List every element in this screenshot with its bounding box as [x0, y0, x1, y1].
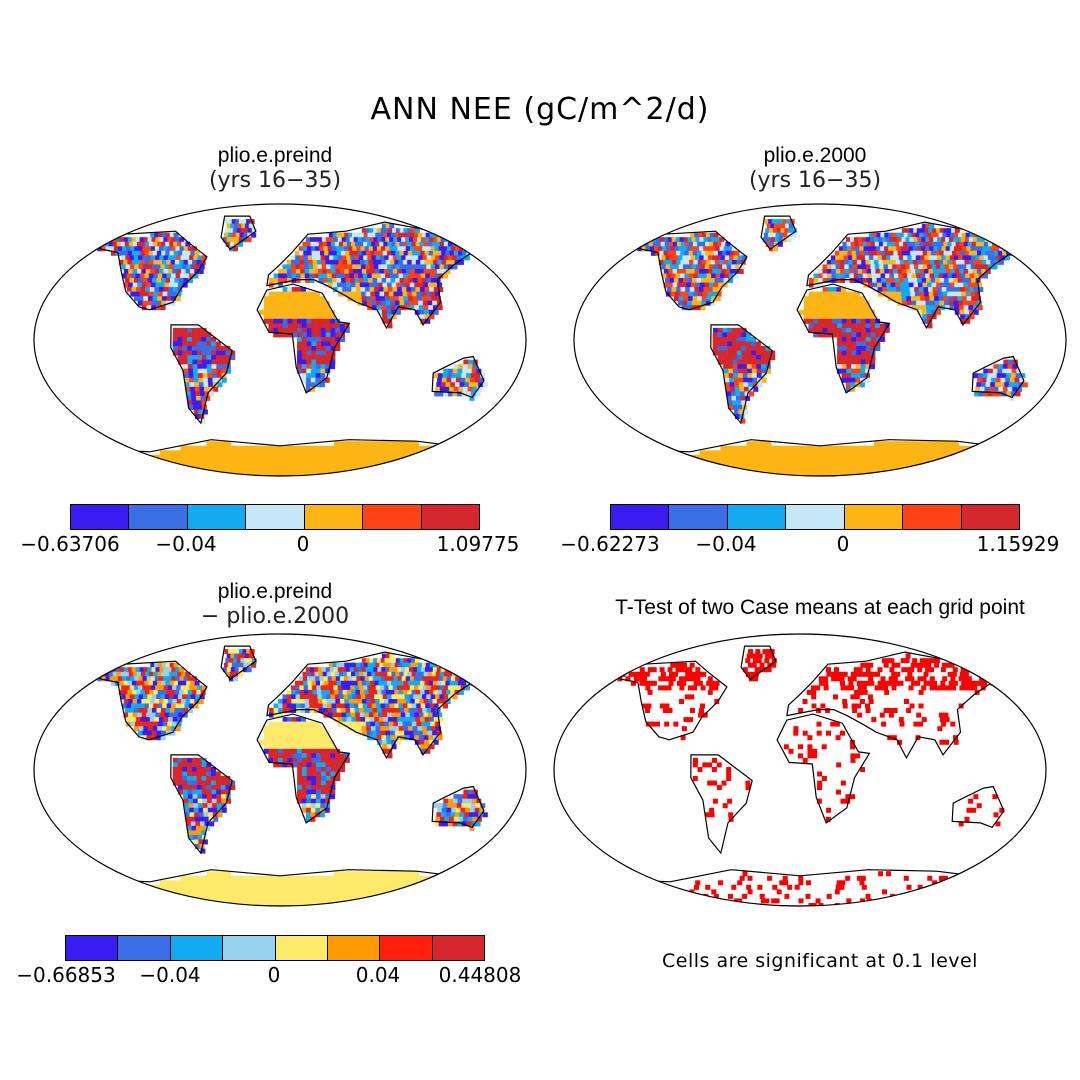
- panel-subtitle: (yrs 16−35): [208, 168, 342, 193]
- coastline-eurasia: [806, 221, 1023, 330]
- panel-subtitle: (yrs 16−35): [748, 168, 882, 193]
- coastline-greenland: [220, 215, 257, 251]
- colorbar-swatch: [327, 936, 381, 960]
- colorbar-label: 0: [267, 963, 281, 987]
- colorbar-swatch: [66, 936, 119, 960]
- colorbar-label: 0.04: [355, 963, 401, 987]
- coastline-antarctica: [80, 869, 480, 906]
- coastline-south-america: [170, 324, 233, 425]
- colorbar-swatch: [961, 505, 1019, 529]
- coastline-africa: [796, 283, 891, 394]
- panel-title: plio.e.preind: [217, 580, 333, 603]
- coastline-australia: [431, 355, 485, 399]
- map-preind: [33, 203, 527, 477]
- panel-2000: plio.e.2000 (yrs 16−35): [575, 144, 1055, 194]
- colorbar-swatch: [275, 936, 328, 960]
- colorbar-label: 0: [296, 532, 310, 556]
- coastline-eurasia: [786, 651, 1003, 760]
- coastline-greenland: [760, 215, 797, 251]
- map-border: [33, 633, 527, 907]
- map-border: [33, 203, 527, 477]
- map-ttest: [553, 633, 1047, 907]
- colorbar-2000: [610, 504, 1020, 530]
- panel-ttest: T-Test of two Case means at each grid po…: [560, 596, 1080, 620]
- coastline-antarctica: [600, 869, 1000, 906]
- colorbar-swatch: [118, 936, 171, 960]
- coastline-north-america: [84, 660, 208, 741]
- colorbar-label: −0.66853: [16, 963, 116, 987]
- map-difference: [33, 633, 527, 907]
- coastline-eurasia: [266, 651, 483, 760]
- colorbar-label: −0.63706: [20, 532, 120, 556]
- colorbar-label: −0.62273: [560, 532, 660, 556]
- colorbar-swatch: [432, 936, 484, 960]
- colorbar-difference: [65, 935, 485, 961]
- coastline-antarctica: [80, 439, 480, 476]
- colorbar-swatch: [421, 505, 479, 529]
- map-border: [573, 203, 1067, 477]
- colorbar-swatch: [903, 505, 962, 529]
- coastline-north-america: [624, 230, 748, 311]
- colorbar-label: 0: [836, 532, 850, 556]
- coastline-south-america: [690, 754, 753, 855]
- colorbar-swatch: [669, 505, 728, 529]
- colorbar-swatch: [223, 936, 276, 960]
- coastline-north-america: [84, 230, 208, 311]
- colorbar-swatch: [170, 936, 224, 960]
- colorbar-swatch: [129, 505, 188, 529]
- map-2000: [573, 203, 1067, 477]
- coastline-greenland: [220, 645, 257, 681]
- colorbar-swatch: [611, 505, 670, 529]
- colorbar-swatch: [786, 505, 845, 529]
- colorbar-swatch: [844, 505, 904, 529]
- colorbar-label: 1.15929: [976, 532, 1060, 556]
- colorbar-label: −0.04: [695, 532, 757, 556]
- coastline-antarctica: [620, 439, 1020, 476]
- coastline-africa: [256, 283, 351, 394]
- coastline-australia: [971, 355, 1025, 399]
- colorbar-swatch: [71, 505, 130, 529]
- coastline-south-america: [710, 324, 773, 425]
- colorbar-swatch: [246, 505, 305, 529]
- coastline-greenland: [740, 645, 777, 681]
- coastline-south-america: [170, 754, 233, 855]
- coastline-africa: [776, 713, 871, 824]
- panel-title: plio.e.preind: [217, 144, 333, 167]
- colorbar-label: 0.44808: [438, 963, 522, 987]
- panel-subtitle: − plio.e.2000: [200, 604, 350, 629]
- colorbar-preind: [70, 504, 480, 530]
- map-border: [553, 633, 1047, 907]
- colorbar-swatch: [187, 505, 247, 529]
- colorbar-swatch: [380, 936, 433, 960]
- colorbar-label: −0.04: [155, 532, 217, 556]
- coastline-australia: [431, 785, 485, 829]
- colorbar-label: 1.09775: [436, 532, 520, 556]
- panel-title: plio.e.2000: [763, 144, 867, 167]
- coastline-africa: [256, 713, 351, 824]
- colorbar-label: −0.04: [139, 963, 201, 987]
- coastline-eurasia: [266, 221, 483, 330]
- coastline-australia: [951, 785, 1005, 829]
- colorbar-swatch: [363, 505, 422, 529]
- figure-title: ANN NEE (gC/m^2/d): [370, 92, 710, 127]
- colorbar-swatch: [727, 505, 787, 529]
- coastline-north-america: [604, 660, 728, 741]
- colorbar-swatch: [304, 505, 364, 529]
- panel-difference: plio.e.preind − plio.e.2000: [35, 580, 515, 630]
- panel-title: T-Test of two Case means at each grid po…: [615, 596, 1025, 619]
- significance-note: Cells are significant at 0.1 level: [662, 950, 978, 972]
- panel-preind: plio.e.preind (yrs 16−35): [35, 144, 515, 194]
